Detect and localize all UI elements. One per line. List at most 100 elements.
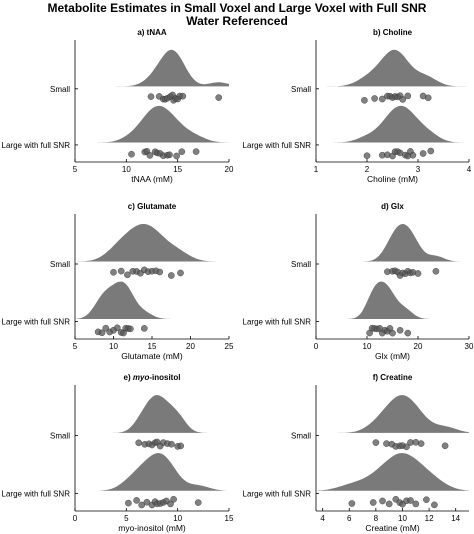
data-point [379, 497, 386, 505]
data-point [156, 268, 163, 276]
data-point [146, 152, 154, 159]
data-point [396, 326, 404, 334]
data-point [441, 442, 449, 450]
figure-title-line-2: Water Referenced [186, 14, 288, 28]
data-point [215, 94, 222, 101]
density-large [316, 453, 469, 491]
data-point [133, 497, 140, 504]
category-label: Small [291, 260, 311, 269]
category-label: Large with full SNR [2, 141, 71, 150]
x-tick-label: 5 [73, 165, 78, 174]
x-tick-label: 25 [225, 342, 234, 351]
data-point [114, 324, 121, 332]
x-tick-label: 10 [109, 342, 118, 351]
data-point [404, 92, 412, 100]
data-point [167, 272, 175, 279]
x-tick-label: 1 [314, 165, 319, 174]
data-point [167, 500, 174, 508]
panel-title: b) Choline [373, 28, 413, 37]
x-tick-label: 15 [225, 514, 234, 523]
x-tick-label: 6 [347, 514, 352, 523]
x-tick-label: 10 [173, 514, 182, 523]
data-point [128, 150, 135, 158]
data-point [389, 329, 396, 337]
x-axis-label: Glutamate (mM) [121, 351, 183, 361]
data-point [177, 269, 184, 277]
data-point [371, 95, 378, 102]
data-point [173, 152, 180, 160]
data-point [363, 152, 371, 159]
x-tick-label: 2 [365, 165, 370, 174]
category-label: Small [291, 85, 311, 94]
data-point [432, 267, 440, 275]
data-point [419, 150, 427, 157]
panel-5: e) myo-inositol 0 5 10 15 myo-inositol (mM) Sm… [2, 373, 234, 533]
density-small [75, 49, 229, 87]
data-point [147, 93, 155, 100]
panel-3: c) Glutamate 5 10 15 20 25 Glutamate (mM) Small… [2, 202, 234, 361]
density-small [316, 49, 469, 87]
data-point [348, 500, 356, 507]
title-suffix: -inositol [149, 373, 180, 382]
data-point [110, 268, 117, 276]
x-axis-label: Glx (mM) [375, 351, 410, 361]
density-large [75, 105, 229, 143]
x-tick-label: 5 [124, 514, 129, 523]
data-point [409, 151, 417, 159]
density-small [75, 224, 229, 262]
x-tick-label: 14 [451, 514, 460, 523]
x-axis-label: Creatine (mM) [365, 523, 419, 533]
title-italic: myo [133, 373, 150, 382]
data-point [407, 497, 414, 504]
data-point [361, 97, 368, 104]
data-point [399, 96, 407, 103]
panel-6: f) Creatine 4 6 8 10 12 14 Creatine (mM) Small La… [243, 373, 469, 533]
data-point [192, 148, 200, 155]
panel-title: a) tNAA [137, 28, 167, 37]
x-tick-label: 10 [398, 514, 407, 523]
x-tick-label: 20 [186, 342, 195, 351]
data-point [194, 499, 202, 506]
density-large [75, 453, 229, 491]
x-tick-label: 0 [314, 342, 319, 351]
category-label: Large with full SNR [243, 489, 312, 498]
panel-4: d) Glx 0 10 20 30 Glx (mM) Small Large with ful… [243, 202, 474, 361]
x-tick-label: 10 [122, 165, 131, 174]
x-tick-label: 15 [148, 342, 157, 351]
data-point [170, 495, 177, 503]
data-point [404, 329, 412, 337]
x-tick-label: 5 [73, 342, 78, 351]
data-point [117, 267, 125, 275]
x-tick-label: 0 [73, 514, 78, 523]
x-axis-label: myo-inositol (mM) [118, 523, 186, 533]
data-point [178, 148, 186, 155]
data-point [125, 499, 132, 507]
x-tick-label: 10 [363, 342, 372, 351]
data-point [143, 498, 151, 506]
data-point [135, 439, 142, 447]
x-tick-label: 8 [374, 514, 379, 523]
density-small [75, 395, 229, 433]
figure-title-line-1: Metabolite Estimates in Small Voxel and … [47, 1, 427, 15]
panel-1: a) tNAA 5 10 15 20 tNAA (mM) Small Large with f… [2, 28, 234, 184]
data-point [417, 440, 425, 447]
density-large [316, 281, 469, 319]
data-point [127, 325, 134, 333]
panel-2: b) Choline 1 2 3 4 Choline (mM) Small Large wit… [243, 28, 472, 184]
data-point [424, 94, 432, 102]
x-tick-label: 3 [416, 165, 421, 174]
data-point [369, 499, 377, 506]
x-tick-label: 30 [465, 342, 474, 351]
category-label: Small [291, 431, 311, 440]
category-label: Large with full SNR [2, 318, 71, 327]
data-point [431, 501, 438, 509]
density-large [316, 105, 469, 143]
data-point [179, 92, 187, 100]
x-tick-label: 20 [414, 342, 423, 351]
category-label: Large with full SNR [243, 141, 312, 150]
data-point [372, 439, 380, 446]
density-small [316, 224, 469, 262]
x-tick-label: 4 [320, 514, 325, 523]
data-point [427, 147, 435, 155]
